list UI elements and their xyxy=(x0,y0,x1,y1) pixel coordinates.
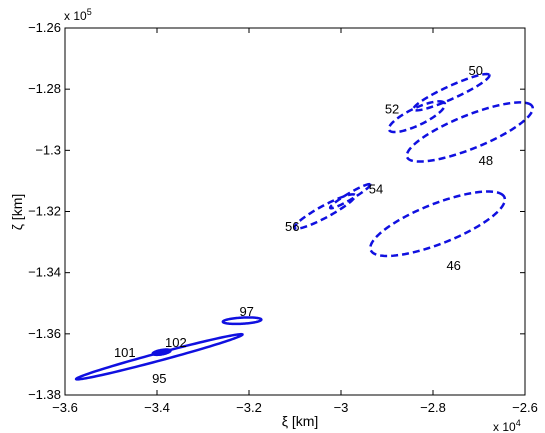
y-tick-label: −1.3 xyxy=(35,142,61,157)
y-tick-label: −1.38 xyxy=(28,387,61,402)
ellipses-layer xyxy=(74,72,535,381)
x-tick-label: −3.4 xyxy=(144,400,170,415)
ellipse-52 xyxy=(387,100,447,134)
y-tick-label: −1.34 xyxy=(28,265,61,280)
plot-area xyxy=(65,28,525,395)
annotation-layer: 46 48 50 52 54 56 95 97 101 102 xyxy=(114,63,493,386)
ellipse-97 xyxy=(221,316,263,326)
ellipse-95 xyxy=(74,332,244,381)
x-multiplier-exponent: 4 xyxy=(516,418,521,428)
ellipse-46 xyxy=(369,190,507,258)
ellipse-label-56: 56 xyxy=(285,219,299,234)
y-tick-label: −1.36 xyxy=(28,326,61,341)
ellipse-label-54: 54 xyxy=(369,181,383,196)
ellipse-label-46: 46 xyxy=(446,258,460,273)
ellipse-102 xyxy=(155,349,169,356)
x-tick-label: −3.6 xyxy=(52,400,78,415)
y-tick-label: −1.28 xyxy=(28,81,61,96)
ellipse-label-52: 52 xyxy=(385,101,399,116)
ellipse-label-50: 50 xyxy=(469,63,483,78)
plot-background xyxy=(65,28,525,395)
y-axis-label: ζ [km] xyxy=(9,194,25,231)
x-axis-label: ξ [km] xyxy=(282,413,319,429)
ellipse-label-102: 102 xyxy=(165,335,187,350)
x-multiplier-base: x 10 xyxy=(493,420,516,433)
x-tick-label: −3.2 xyxy=(236,400,262,415)
ellipse-label-97: 97 xyxy=(239,304,253,319)
ellipse-50 xyxy=(412,72,491,112)
x-tick-label: −2.8 xyxy=(420,400,446,415)
x-tick-label: −3 xyxy=(334,400,349,415)
y-tick-label: −1.32 xyxy=(28,204,61,219)
ellipse-label-48: 48 xyxy=(479,153,493,168)
y-tick-label: −1.26 xyxy=(28,20,61,35)
y-multiplier-base: x 10 xyxy=(64,9,87,23)
ellipse-54 xyxy=(328,182,372,210)
ellipse-56 xyxy=(293,193,357,230)
x-axis-multiplier: x 104 xyxy=(493,418,521,433)
y-axis-multiplier: x 105 xyxy=(64,7,92,23)
ellipse-label-101: 101 xyxy=(114,345,136,360)
ellipse-48 xyxy=(405,101,535,163)
ticks-layer: −3.6 −3.4 −3.2 −3 −2.8 −2.6 −1.38 −1.36 −1.34 −1.… xyxy=(28,20,538,415)
y-multiplier-exponent: 5 xyxy=(87,7,92,17)
x-tick-label: −2.6 xyxy=(512,400,538,415)
ellipse-label-95: 95 xyxy=(152,371,166,386)
